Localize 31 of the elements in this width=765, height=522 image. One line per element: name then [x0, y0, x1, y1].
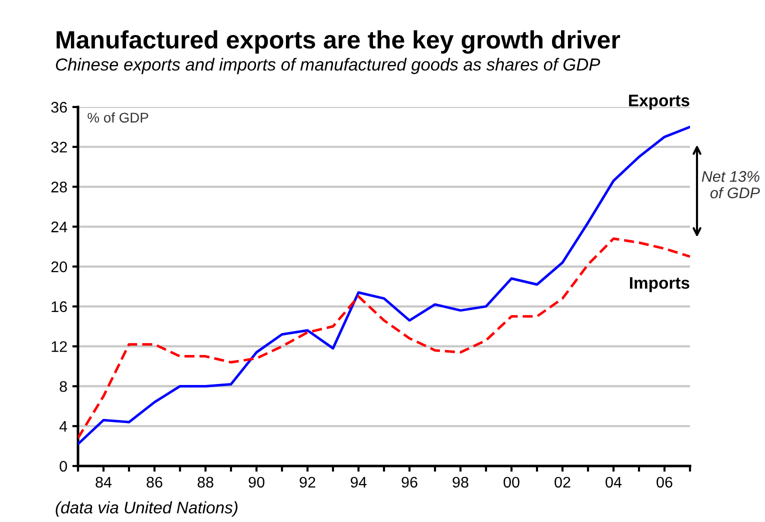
x-tick-label: 84	[96, 476, 112, 488]
y-tick-label: 16	[52, 301, 67, 312]
x-tick-label: 06	[656, 476, 672, 488]
x-tick-label: 00	[504, 476, 520, 488]
y-tick-label: 24	[51, 222, 68, 232]
line-series	[78, 237, 690, 440]
text: (data via United Nations)	[56, 501, 238, 517]
y-tick-label: 4	[59, 421, 68, 432]
x-tick-label: 04	[606, 476, 622, 488]
y-tick-label: 0	[60, 460, 67, 472]
x-tick-label: 02	[554, 476, 570, 488]
y-tick-label: 36	[51, 102, 67, 113]
x-tick-label: 90	[248, 476, 264, 488]
text: Net 13% of GDP	[702, 171, 760, 198]
y-tick-label: 8	[60, 381, 67, 392]
x-tick-label: 92	[300, 476, 316, 488]
x-tick-label: 86	[146, 476, 162, 488]
x-tick-label: 98	[452, 476, 468, 488]
chart-subtitle: Chinese exports and imports of manufactured goods as shares of GDP	[56, 58, 600, 74]
series-label: Exports	[629, 94, 690, 110]
y-tick-label: 32	[51, 142, 67, 153]
y-tick-label: 20	[51, 261, 67, 272]
y-axis-title: % of GDP	[88, 112, 148, 123]
x-tick-label: 96	[402, 476, 418, 488]
y-tick-label: 28	[51, 182, 67, 192]
x-tick-label: 88	[198, 476, 214, 488]
x-tick-label: 94	[350, 476, 367, 488]
y-tick-label: 12	[52, 341, 67, 352]
series-label: Imports	[630, 277, 690, 292]
line-series	[78, 126, 690, 446]
chart-title: Manufactured exports are the key growth driver	[56, 30, 620, 54]
